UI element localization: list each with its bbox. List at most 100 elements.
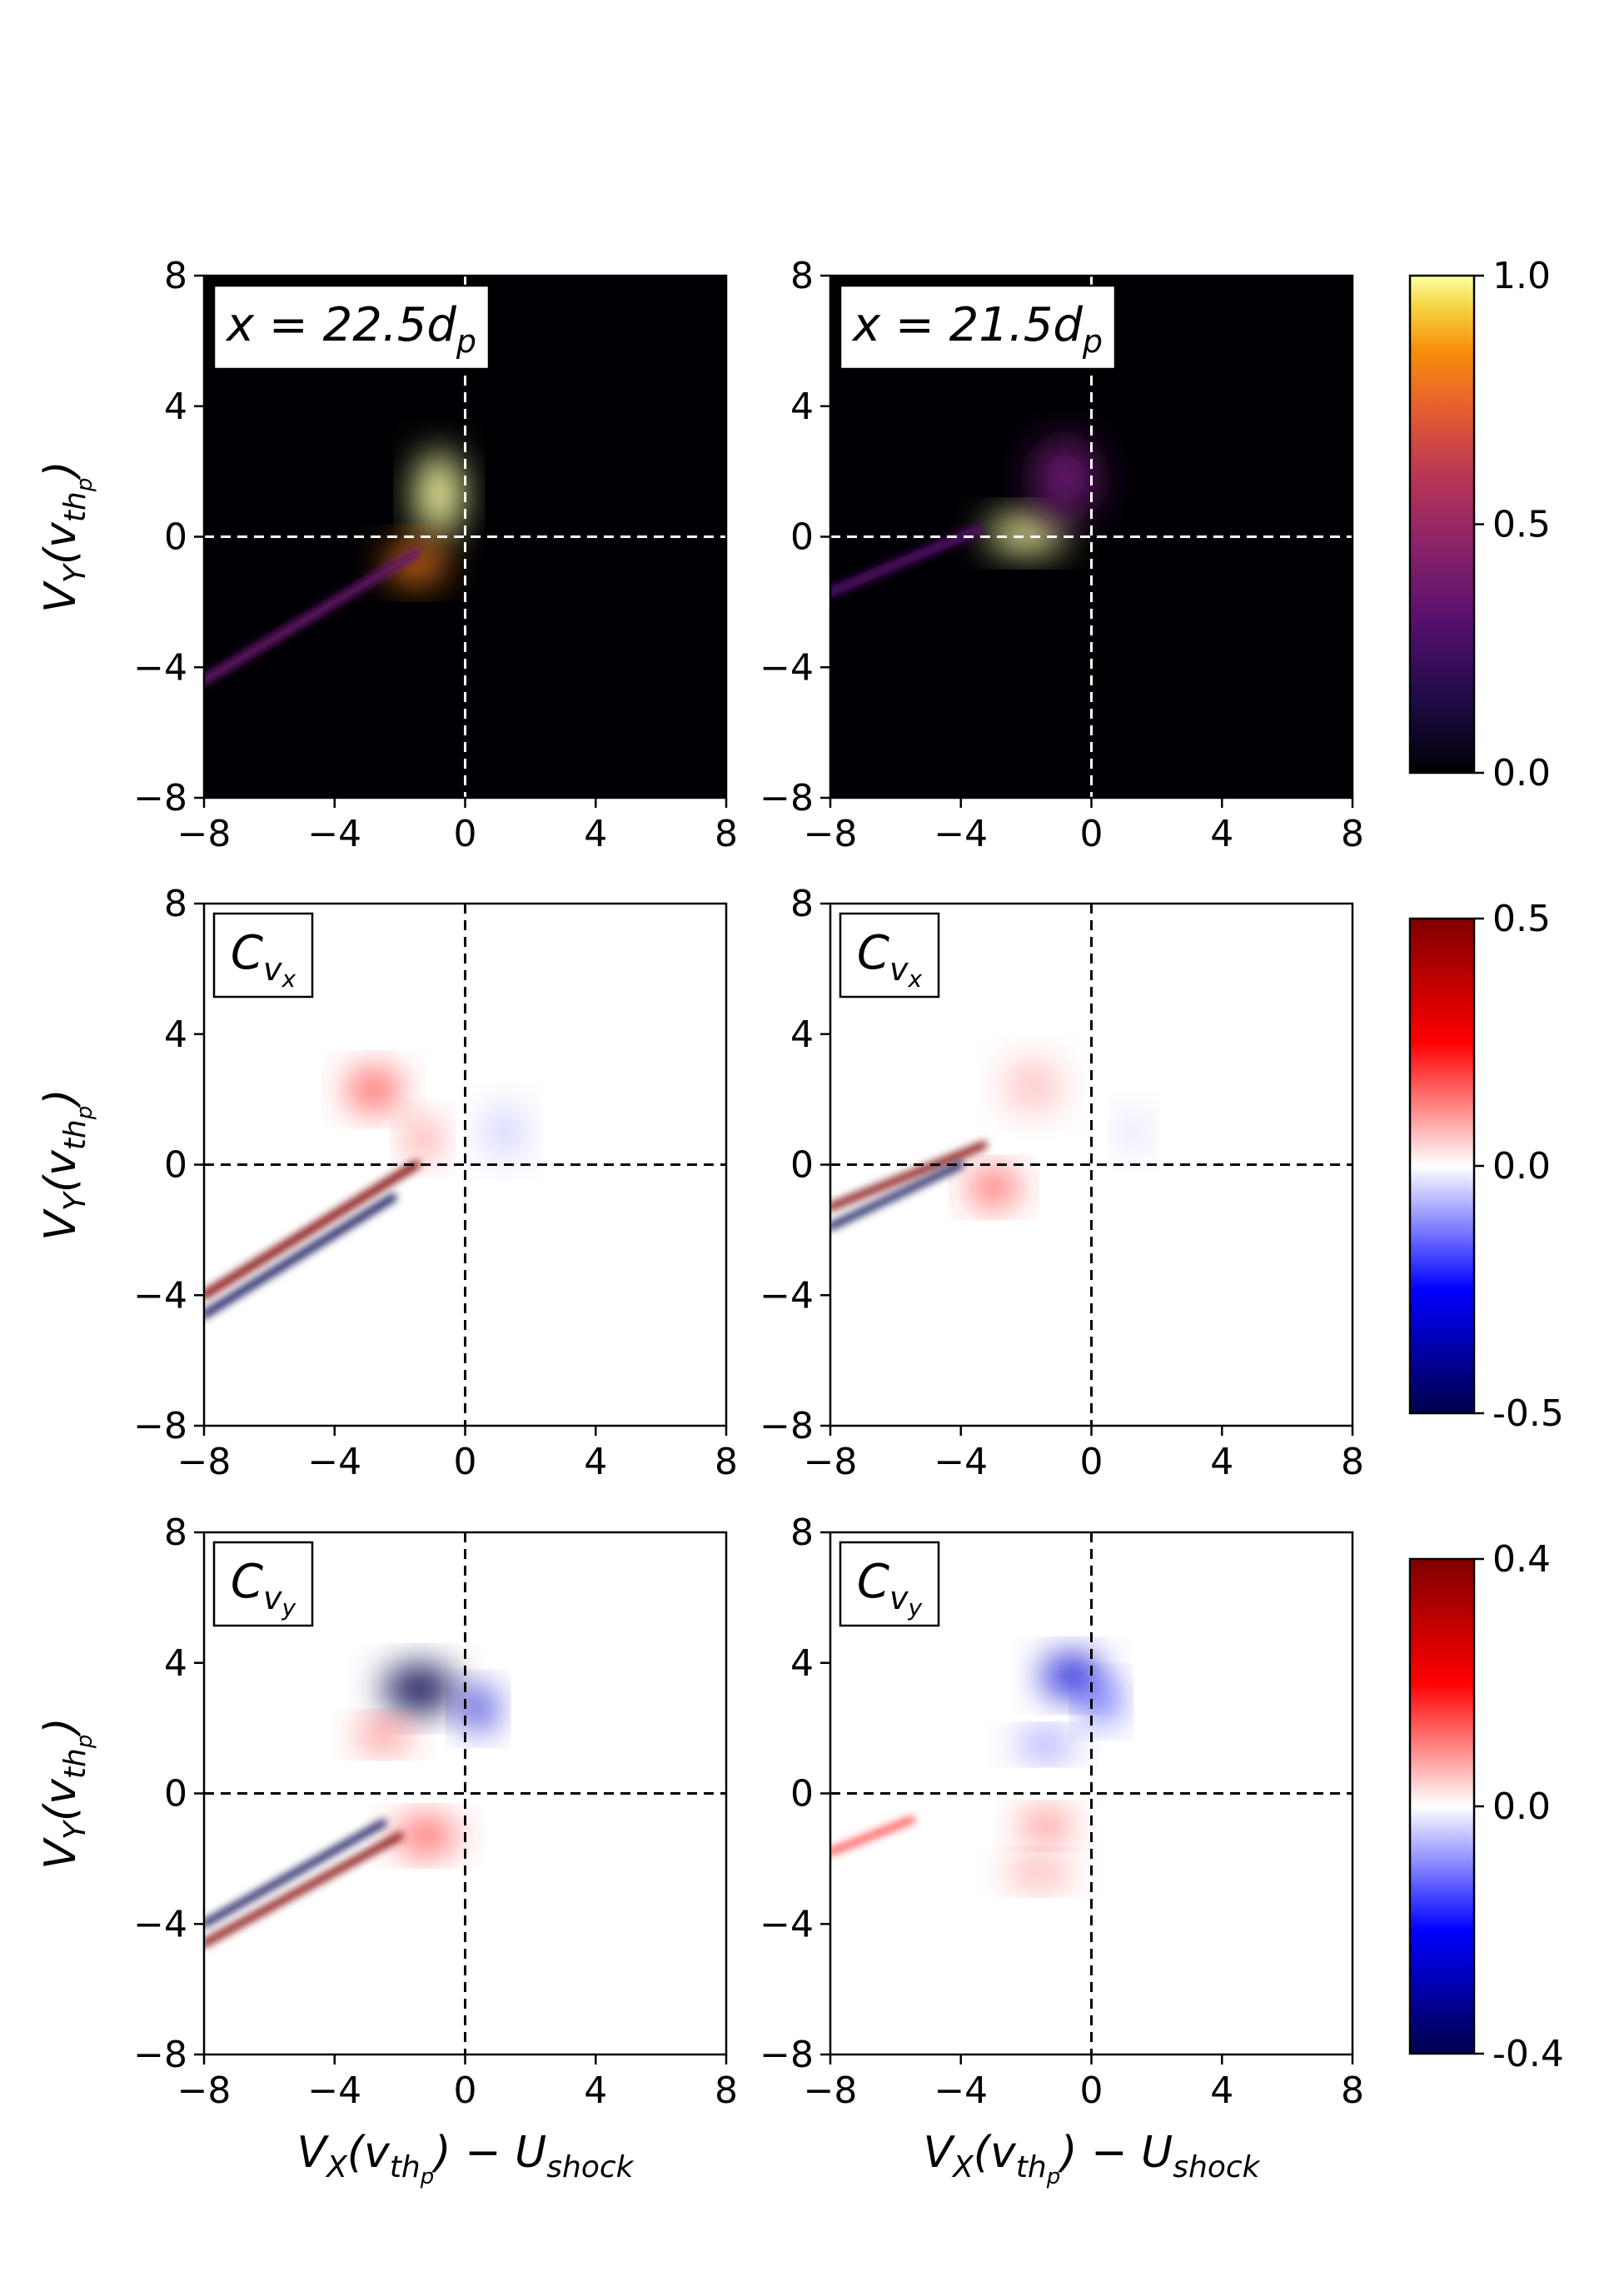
y-axis-label: VY(vthp)	[36, 1717, 97, 1869]
x-tick-label: 0	[454, 2069, 477, 2112]
heatmap-blob	[396, 1819, 456, 1853]
heatmap-blob	[383, 1666, 456, 1712]
x-tick-label: 8	[715, 2069, 738, 2112]
x-tick-label: −4	[934, 813, 988, 855]
colorbar-tick-label: 0.0	[1492, 1786, 1551, 1828]
heatmap-beam	[204, 1819, 387, 1928]
y-tick-label: 8	[790, 255, 814, 297]
x-tick-label: 0	[1080, 813, 1103, 855]
x-tick-label: 4	[584, 813, 607, 855]
panel-annotation: Cvy	[231, 1555, 296, 1621]
heatmap-blob	[1084, 1682, 1118, 1722]
y-tick-label: −8	[133, 1405, 187, 1447]
y-tick-label: 0	[790, 1773, 814, 1815]
y-tick-label: −8	[760, 1405, 814, 1447]
heatmap-blob	[1006, 1858, 1072, 1885]
panel-annotation: x = 22.5dp	[225, 298, 476, 360]
heatmap-blob	[485, 1105, 525, 1158]
heatmap-blob	[416, 451, 462, 537]
x-tick-label: 0	[454, 1441, 477, 1483]
y-tick-label: −4	[133, 646, 187, 689]
x-tick-label: −4	[934, 1441, 988, 1483]
annotation-box	[212, 1541, 314, 1627]
heatmap-blob	[461, 1689, 495, 1729]
x-tick-label: 8	[1341, 2069, 1364, 2112]
y-tick-label: −8	[760, 777, 814, 819]
y-tick-label: −4	[760, 646, 814, 689]
x-tick-label: −8	[804, 1441, 858, 1483]
panel-annotation: Cvx	[857, 926, 923, 993]
x-tick-label: 4	[584, 2069, 607, 2112]
y-tick-label: 4	[164, 1642, 187, 1685]
panel-r1c2: −8 −4 0 4 8 8 4 0 −4 −8 x = 21.5dp	[760, 255, 1364, 855]
x-tick-label: −8	[177, 813, 232, 855]
colorbar-gradient	[1408, 1557, 1476, 2055]
annotation-box	[839, 1541, 940, 1627]
heatmap-blob	[1019, 1813, 1072, 1840]
colorbar-tick-label: 0.0	[1492, 752, 1551, 794]
y-tick-label: 8	[164, 255, 187, 297]
colorbar-row-1: 1.0 0.5 0.0	[1408, 255, 1551, 794]
heatmap-beam	[830, 1815, 915, 1855]
colorbar-row-3: 0.4 0.0 -0.4	[1408, 1538, 1564, 2075]
x-tick-label: 0	[1080, 1441, 1103, 1483]
heatmap-blob	[1016, 1733, 1075, 1756]
y-tick-label: 4	[790, 386, 814, 428]
y-tick-label: 4	[790, 1014, 814, 1056]
x-tick-label: 4	[1210, 1441, 1233, 1483]
x-tick-label: 4	[1210, 2069, 1233, 2112]
y-tick-label: 4	[164, 386, 187, 428]
x-tick-label: 4	[1210, 813, 1233, 855]
heatmap-blob	[987, 515, 1066, 552]
colorbar-tick-label: 1.0	[1492, 255, 1551, 297]
x-tick-label: −8	[804, 2069, 858, 2112]
heatmap-beam	[204, 1193, 397, 1319]
x-tick-label: 4	[584, 1441, 607, 1483]
x-tick-label: −8	[177, 2069, 232, 2112]
y-tick-label: 8	[164, 1512, 187, 1554]
heatmap-blob	[406, 1118, 440, 1158]
x-tick-label: 0	[454, 813, 477, 855]
y-tick-label: 8	[790, 883, 814, 925]
heatmap-beam	[204, 548, 421, 685]
y-tick-label: 4	[164, 1014, 187, 1056]
heatmap-blob	[1003, 1060, 1063, 1113]
y-tick-label: 0	[790, 516, 814, 559]
heatmap-beam	[204, 1160, 421, 1300]
annotation-box	[839, 912, 940, 999]
heatmap-blob	[1120, 1112, 1148, 1152]
colorbar-row-2: 0.5 0.0 -0.5	[1408, 898, 1564, 1435]
heatmap-blob	[386, 543, 446, 583]
panel-annotation: x = 21.5dp	[851, 298, 1103, 360]
y-axis-label: VY(vthp)	[36, 1088, 97, 1240]
y-tick-label: −8	[760, 2034, 814, 2076]
colorbar-tick-label: 0.5	[1492, 898, 1551, 940]
y-tick-label: 4	[790, 1642, 814, 1685]
x-axis-label: VX(vthp) − Ushock	[297, 2128, 635, 2189]
x-tick-label: 0	[1080, 2069, 1103, 2112]
annotation-box	[212, 912, 314, 999]
x-axis-label: VX(vthp) − Ushock	[924, 2128, 1262, 2189]
x-tick-label: −4	[307, 1441, 361, 1483]
panel-r2c2: −8 −4 0 4 8 8 4 0 −4 −8 Cvx	[760, 883, 1364, 1483]
annotation-box	[839, 284, 1117, 371]
panel-r3c1: −8 −4 0 4 8 8 4 0 −4 −8 Cvy	[133, 1512, 738, 2112]
colorbar-gradient	[1408, 917, 1476, 1415]
y-tick-label: 8	[164, 883, 187, 925]
x-tick-label: 8	[1341, 813, 1364, 855]
y-tick-label: −4	[133, 1274, 187, 1317]
colorbar-tick-label: 0.5	[1492, 504, 1551, 546]
heatmap-blob	[347, 1069, 401, 1109]
x-tick-label: −4	[307, 813, 361, 855]
heatmap-beam	[830, 525, 983, 597]
x-tick-label: −8	[804, 813, 858, 855]
colorbar-gradient	[1408, 274, 1476, 774]
panel-annotation: Cvx	[231, 926, 296, 993]
x-tick-label: −8	[177, 1441, 232, 1483]
heatmap-blob	[1032, 438, 1098, 517]
colorbar-tick-label: -0.4	[1492, 2033, 1564, 2075]
x-tick-label: 8	[715, 813, 738, 855]
y-tick-label: 0	[790, 1144, 814, 1187]
x-tick-label: 8	[715, 1441, 738, 1483]
